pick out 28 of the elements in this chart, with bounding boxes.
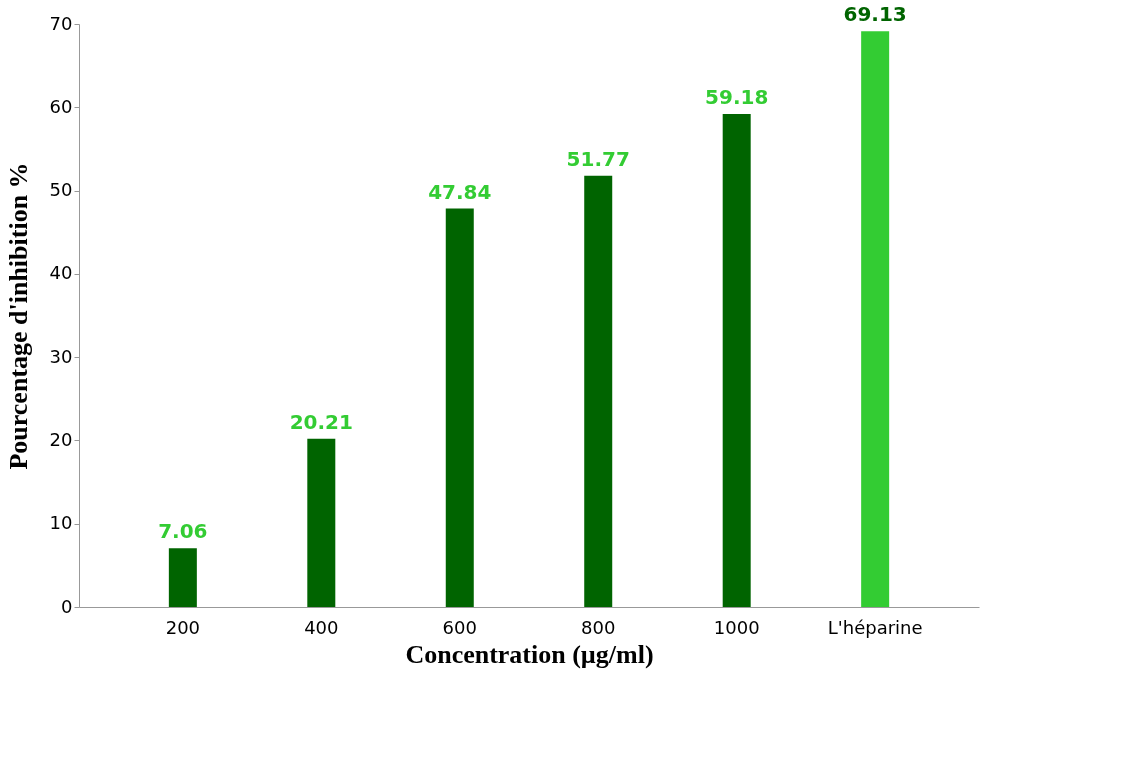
- x-tick-label: L'héparine: [827, 616, 923, 638]
- x-tick-label: 800: [581, 616, 616, 638]
- bar: [584, 175, 613, 607]
- y-axis-title: Pourcentage d'inhibition %: [3, 162, 33, 470]
- y-tick-label: 10: [49, 512, 73, 534]
- data-label: 59.18: [705, 85, 769, 110]
- y-tick-label: 50: [49, 179, 73, 201]
- x-tick-label: 1000: [713, 616, 760, 638]
- x-tick-label: 600: [442, 616, 477, 638]
- x-tick-label: 400: [304, 616, 339, 638]
- bar: [722, 114, 751, 607]
- data-label: 51.77: [566, 146, 630, 171]
- x-axis-title: Concentration (µg/ml): [405, 639, 654, 669]
- bar: [307, 438, 336, 607]
- data-label: 7.06: [158, 519, 208, 544]
- data-label: 47.84: [428, 179, 492, 204]
- data-label: 20.21: [289, 409, 353, 434]
- data-label: 69.13: [843, 2, 907, 27]
- bar: [445, 208, 474, 607]
- bar: [861, 31, 890, 607]
- y-tick-label: 20: [49, 428, 73, 450]
- y-tick-label: 60: [49, 95, 73, 117]
- bar: [168, 548, 197, 607]
- y-tick-label: 0: [61, 595, 73, 617]
- y-tick-label: 30: [49, 345, 73, 367]
- y-tick-label: 40: [49, 262, 73, 284]
- x-tick-label: 200: [165, 616, 201, 638]
- y-tick-label: 70: [49, 12, 73, 34]
